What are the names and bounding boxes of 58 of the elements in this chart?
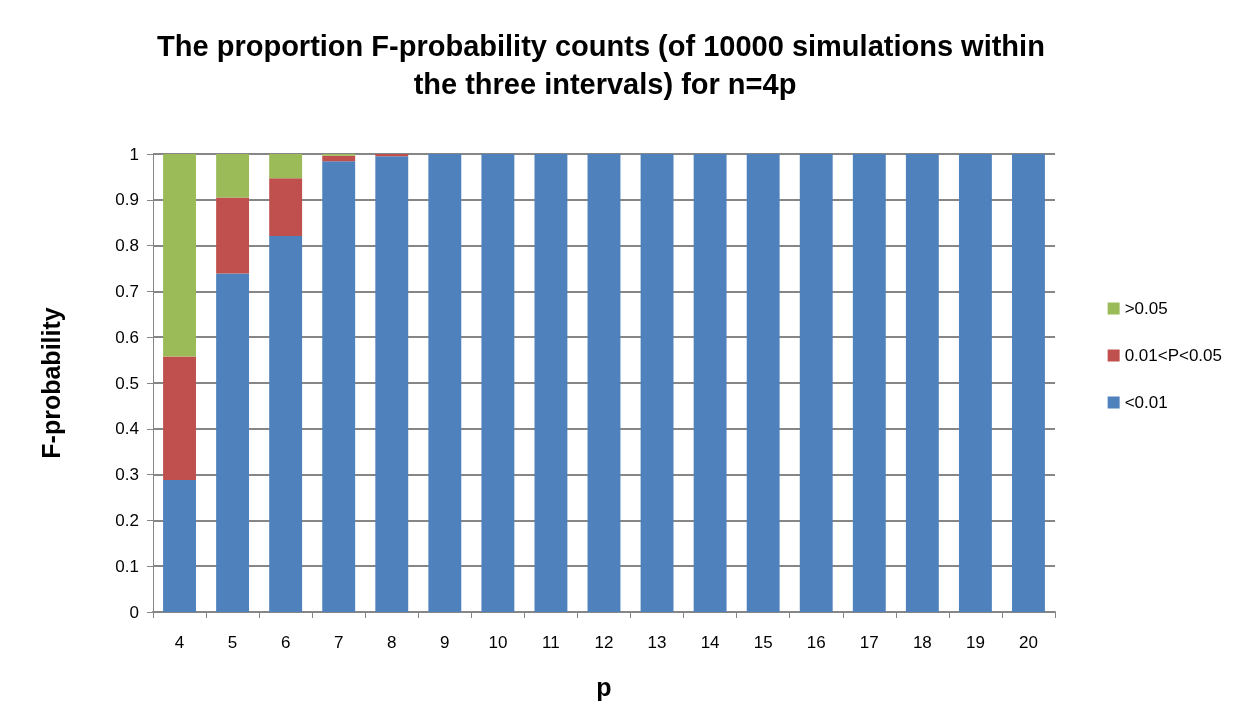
x-tick-label: 12 — [594, 633, 614, 652]
bar — [216, 273, 250, 612]
y-tick-label: 0.6 — [115, 327, 139, 347]
x-tick-label: 10 — [488, 633, 508, 652]
x-tick-label: 7 — [333, 633, 344, 652]
legend-label: 0.01<P<0.05 — [1124, 346, 1223, 365]
y-tick-label: 0.5 — [115, 373, 139, 393]
bar — [1012, 154, 1045, 612]
x-tick-label: 9 — [440, 633, 450, 652]
bar — [693, 154, 727, 612]
bar — [428, 154, 462, 612]
bar — [216, 154, 250, 198]
x-tick-label: 20 — [1019, 633, 1038, 652]
bar — [905, 154, 939, 612]
y-tick-label: 0.9 — [115, 190, 139, 210]
bar — [269, 154, 303, 179]
bar — [746, 154, 780, 612]
x-axis-title: p — [596, 672, 612, 701]
chart-title: The proportion F-probability counts (of 10000 simulations within the three intervals) for n=4p — [157, 30, 1053, 100]
legend-label: >0.05 — [1124, 299, 1168, 318]
bar — [481, 154, 515, 612]
bar — [958, 154, 992, 612]
bar — [269, 178, 303, 236]
x-tick-label: 4 — [174, 633, 185, 652]
bar — [799, 154, 833, 612]
bar — [322, 155, 356, 162]
bar — [269, 235, 303, 612]
bar — [163, 154, 196, 357]
x-tick-label: 8 — [387, 633, 397, 652]
bar — [375, 156, 409, 612]
legend-label: <0.01 — [1124, 393, 1168, 412]
x-tick-label: 17 — [859, 633, 879, 652]
bar — [852, 154, 886, 612]
y-tick-label: 0.2 — [115, 510, 139, 530]
x-tick-label: 14 — [700, 633, 720, 652]
bar — [216, 197, 250, 274]
x-tick-label: 16 — [806, 633, 826, 652]
y-tick-label: 1 — [129, 144, 139, 164]
x-tick-label: 11 — [542, 633, 560, 652]
y-tick-label: 0.4 — [115, 419, 139, 439]
bar — [587, 154, 621, 612]
y-tick-label: 0 — [129, 602, 139, 622]
x-tick-label: 18 — [912, 633, 932, 652]
bar — [322, 161, 356, 612]
bar — [163, 480, 196, 612]
x-tick-label: 19 — [965, 633, 985, 652]
y-tick-label: 0.7 — [115, 281, 139, 301]
bar — [534, 154, 568, 612]
x-tick-label: 15 — [753, 633, 773, 652]
y-axis-title: F-probability — [36, 307, 65, 459]
y-tick-label: 0.3 — [115, 465, 139, 485]
bar — [163, 356, 196, 481]
x-tick-label: 6 — [280, 633, 291, 652]
y-tick-label: 0.8 — [115, 236, 139, 256]
x-tick-label: 5 — [227, 633, 238, 652]
bar — [640, 154, 674, 612]
y-tick-label: 0.1 — [115, 556, 139, 576]
x-tick-label: 13 — [647, 633, 667, 652]
